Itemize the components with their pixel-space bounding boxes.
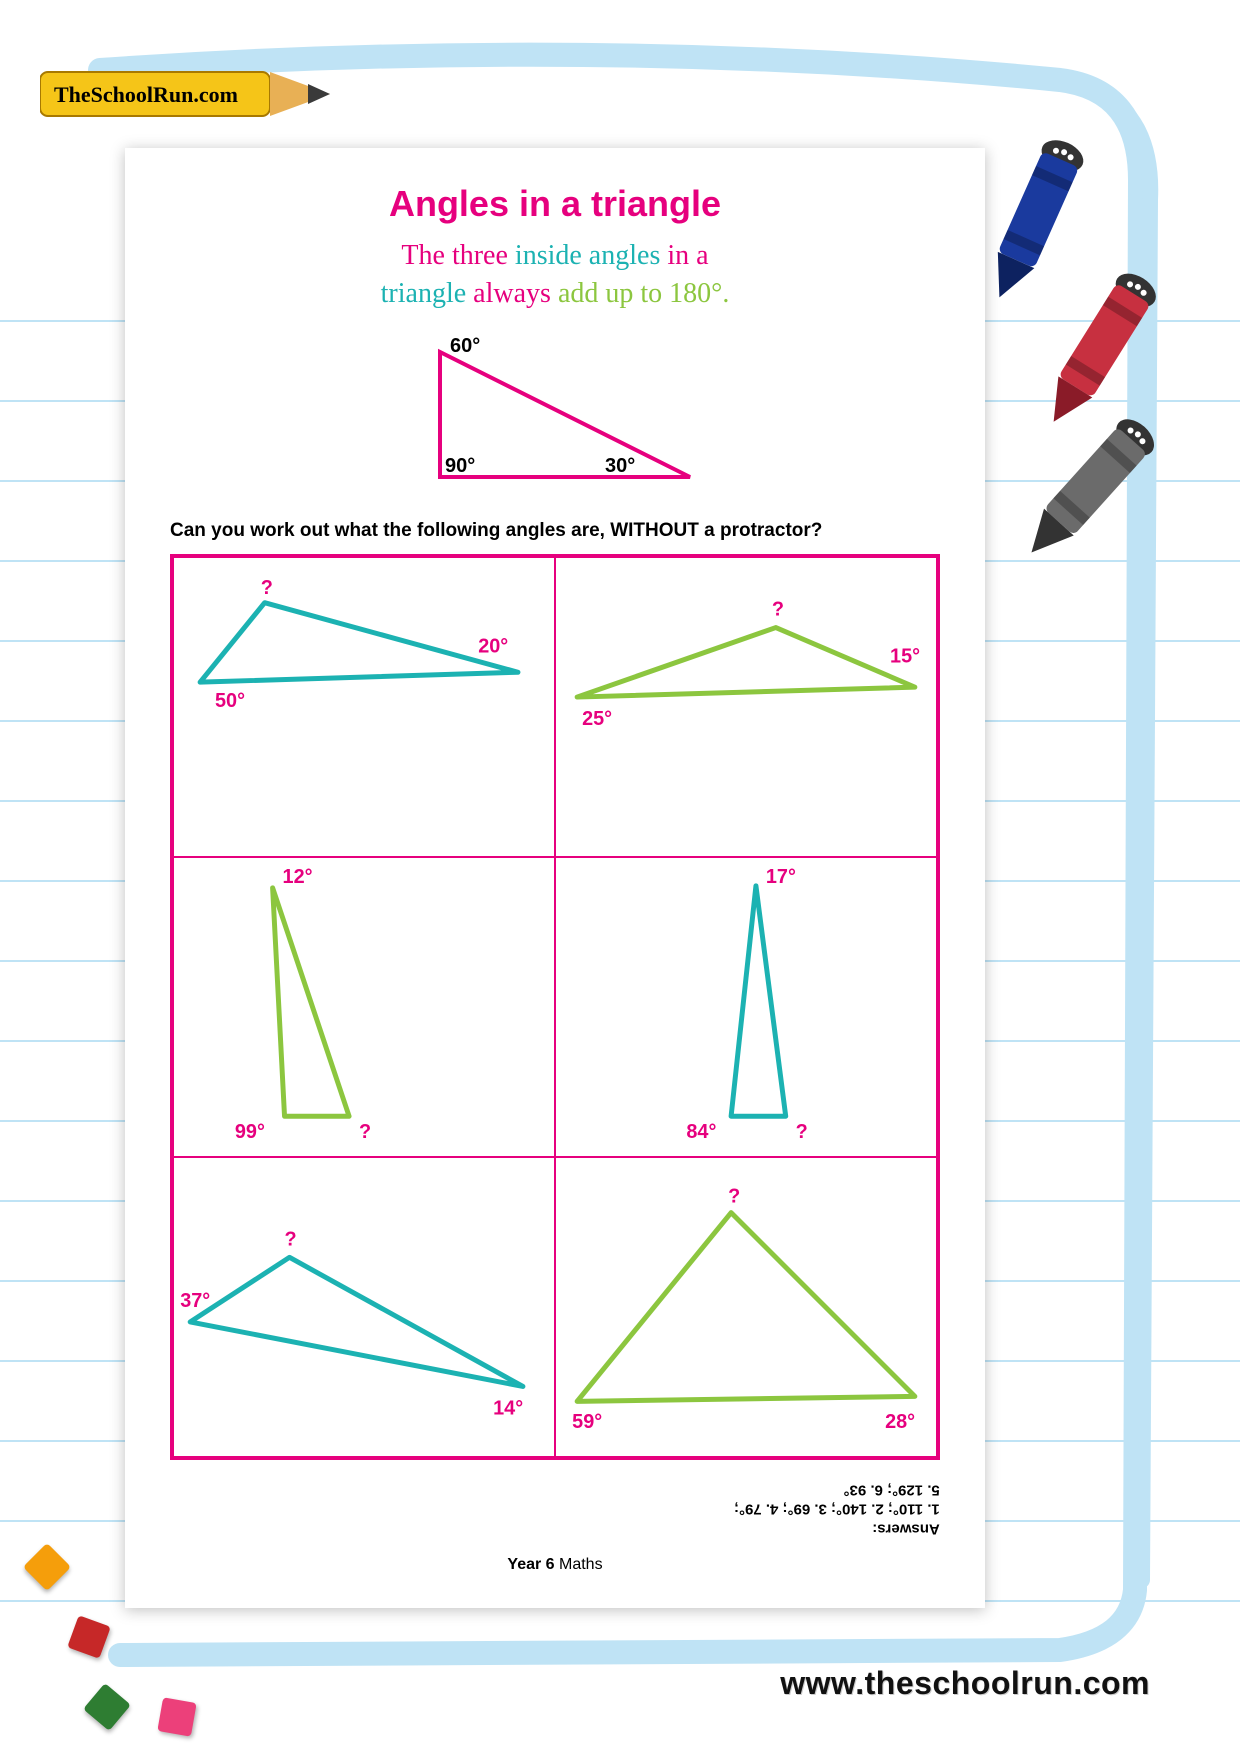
answers-heading: Answers:	[734, 1519, 940, 1539]
svg-text:28°: 28°	[885, 1411, 915, 1433]
problem-cell-3: 12° 99°?	[173, 857, 555, 1157]
svg-text:84°: 84°	[686, 1121, 716, 1143]
question-text: Can you work out what the following angl…	[170, 520, 940, 542]
worksheet-card: Angles in a triangle The three inside an…	[125, 148, 985, 1608]
problem-cell-1: ? 50° 20°	[173, 557, 555, 857]
example-angle-top: 60°	[450, 335, 480, 357]
svg-text:59°: 59°	[572, 1411, 602, 1433]
svg-text:?: ?	[285, 1228, 297, 1250]
logo-text: TheSchoolRun.com	[54, 82, 238, 107]
svg-text:?: ?	[728, 1185, 740, 1207]
svg-text:14°: 14°	[493, 1397, 523, 1419]
footer-year: Year 6 Maths	[125, 1556, 985, 1574]
problem-cell-6: ? 59° 28°	[555, 1157, 937, 1457]
svg-text:?: ?	[796, 1121, 808, 1143]
svg-text:?: ?	[772, 598, 784, 620]
svg-text:37°: 37°	[180, 1290, 210, 1312]
svg-text:99°: 99°	[235, 1121, 265, 1143]
svg-text:?: ?	[359, 1121, 371, 1143]
example-angle-br: 30°	[605, 455, 635, 477]
problem-cell-4: 17° 84°?	[555, 857, 937, 1157]
answers-line2: 5. 129°; 6. 93°	[734, 1480, 940, 1500]
svg-text:12°: 12°	[283, 865, 313, 887]
problem-grid: ? 50° 20°? 25° 15° 12° 99°? 17° 84°?? 37° 14°? 59° 2…	[170, 554, 940, 1460]
svg-text:?: ?	[261, 576, 273, 598]
page-title: Angles in a triangle	[170, 183, 940, 225]
subtitle-text: The three inside angles in a triangle al…	[170, 237, 940, 313]
svg-text:17°: 17°	[766, 865, 796, 887]
answers-line1: 1. 110°; 2. 140°; 3. 69°; 4. 79°;	[734, 1499, 940, 1519]
svg-text:50°: 50°	[215, 690, 245, 712]
svg-text:15°: 15°	[890, 645, 920, 667]
footer-url: www.theschoolrun.com	[780, 1665, 1150, 1702]
footer-year-bold: Year 6	[507, 1556, 554, 1573]
problem-cell-2: ? 25° 15°	[555, 557, 937, 857]
answers-block: Answers: 1. 110°; 2. 140°; 3. 69°; 4. 79…	[734, 1480, 940, 1539]
problem-cell-5: ? 37° 14°	[173, 1157, 555, 1457]
svg-text:25°: 25°	[582, 707, 612, 729]
footer-subject: Maths	[555, 1556, 603, 1573]
deco-square	[157, 1697, 196, 1736]
pencil-logo: TheSchoolRun.com	[40, 60, 340, 130]
example-angle-bl: 90°	[445, 455, 475, 477]
svg-text:20°: 20°	[478, 635, 508, 657]
example-triangle: 60° 90° 30°	[390, 327, 720, 502]
